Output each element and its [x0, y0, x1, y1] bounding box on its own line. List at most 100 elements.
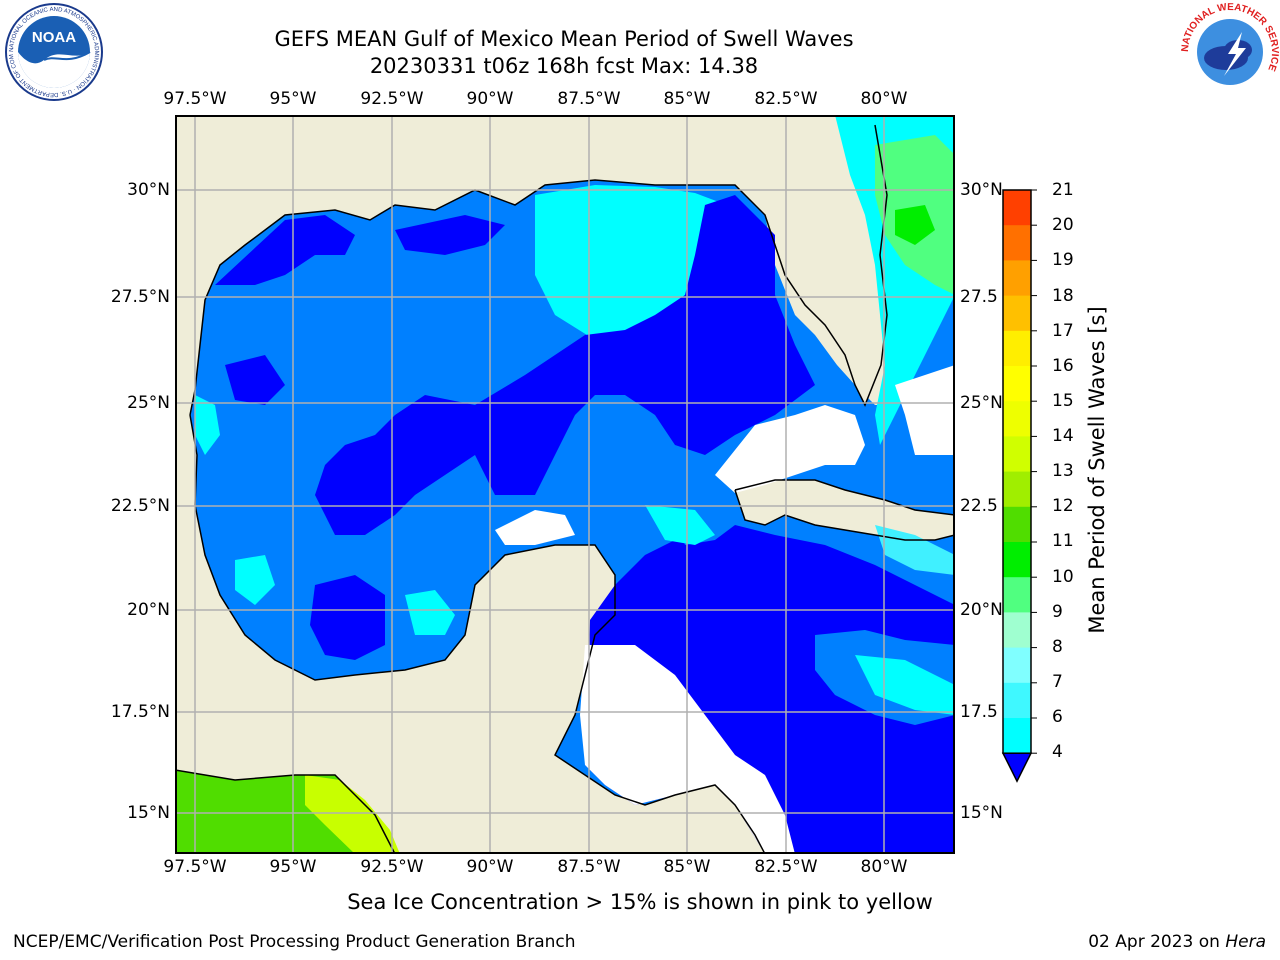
colorbar-segment	[1003, 471, 1031, 508]
lat-label-right: 30°N	[960, 180, 1003, 200]
lon-label-bottom: 90°W	[466, 857, 514, 877]
lon-label-top: 95°W	[269, 89, 317, 109]
footnote-text: Sea Ice Concentration > 15% is shown in …	[347, 890, 933, 914]
lon-label-bottom: 97.5°W	[163, 857, 227, 877]
noaa-logo-text: NOAA	[32, 29, 76, 46]
swell-6s-region	[195, 395, 220, 455]
lon-label-top: 97.5°W	[163, 89, 227, 109]
colorbar-segment	[1003, 718, 1031, 754]
no-data-area	[495, 510, 575, 545]
swell-13s-region	[305, 775, 400, 854]
coastline-us	[189, 124, 888, 416]
colorbar-tick: 17	[1052, 321, 1074, 341]
colorbar-tick: 7	[1052, 672, 1063, 692]
lat-label-right: 17.5	[960, 702, 998, 722]
no-data-area	[895, 365, 955, 455]
swell-10s-region	[895, 205, 935, 245]
no-data-area	[715, 405, 865, 493]
lon-label-bottom: 82.5°W	[754, 857, 818, 877]
colorbar-segment	[1003, 366, 1031, 402]
swell-6s-region	[645, 505, 715, 545]
map-frame	[175, 115, 955, 854]
lon-label-top: 80°W	[860, 89, 908, 109]
coastline-cuba	[734, 479, 955, 541]
land-mexico	[175, 415, 765, 854]
colorbar-tick: 4	[1052, 742, 1063, 762]
swell-2s-region	[215, 215, 355, 285]
lat-label-left: 17.5°N	[110, 702, 170, 722]
swell-8s-region	[875, 525, 955, 575]
lat-label-right: 15°N	[960, 803, 1003, 823]
colorbar-tick: 12	[1052, 496, 1074, 516]
swell-2s-region	[315, 195, 815, 535]
lat-label-right: 20°N	[960, 600, 1003, 620]
lat-label-right: 25°N	[960, 393, 1003, 413]
lat-label-right: 27.5	[960, 287, 998, 307]
colorbar-tick: 9	[1052, 602, 1063, 622]
colorbar-segment	[1003, 260, 1031, 297]
lat-label-left: 25°N	[127, 393, 170, 413]
colorbar	[1001, 189, 1037, 783]
land-florida	[765, 125, 887, 405]
colorbar-tick: 8	[1052, 637, 1063, 657]
lon-label-top: 82.5°W	[754, 89, 818, 109]
lon-label-top: 92.5°W	[360, 89, 424, 109]
colorbar-tick: 19	[1052, 250, 1074, 270]
lon-label-bottom: 85°W	[663, 857, 711, 877]
colorbar-tick: 13	[1052, 461, 1074, 481]
coastline-mexico	[189, 414, 766, 854]
lat-label-left: 15°N	[127, 803, 170, 823]
colorbar-segment	[1003, 542, 1031, 578]
gulf-of-mexico-map	[175, 115, 955, 854]
lon-label-top: 87.5°W	[557, 89, 621, 109]
colorbar-tick: 15	[1052, 391, 1074, 411]
lon-label-top: 90°W	[466, 89, 514, 109]
colorbar-segment	[1003, 436, 1031, 473]
colorbar-label: Mean Period of Swell Waves [s]	[1085, 306, 1109, 634]
swell-2s-region	[225, 355, 285, 405]
noaa-logo: NOAA NATIONAL OCEANIC AND ATMOSPHERIC AD…	[4, 2, 103, 101]
swell-2s-region	[395, 215, 505, 255]
swell-field	[195, 115, 955, 854]
colorbar-segment	[1003, 295, 1031, 332]
colorbar-tick: 10	[1052, 567, 1074, 587]
date-text: 02 Apr 2023 on	[1088, 932, 1226, 952]
colorbar-tick: 6	[1052, 707, 1063, 727]
colorbar-extend-arrow	[1001, 752, 1033, 783]
lon-label-bottom: 80°W	[860, 857, 908, 877]
colorbar-tick: 14	[1052, 426, 1074, 446]
lon-label-top: 85°W	[663, 89, 711, 109]
colorbar-tick: 20	[1052, 215, 1074, 235]
colorbar-segment	[1003, 401, 1031, 437]
coastline-central-america	[175, 769, 396, 854]
colorbar-segment	[1003, 330, 1031, 367]
colorbar-tick: 16	[1052, 356, 1074, 376]
colorbar-segment	[1003, 506, 1031, 543]
swell-6s-region	[855, 655, 955, 715]
swell-6s-region	[235, 555, 275, 605]
colorbar-segment	[1003, 612, 1031, 649]
colorbar-segment	[1003, 190, 1031, 226]
colorbar-segment	[1003, 647, 1031, 684]
nws-logo: NATIONAL WEATHER SERVICE	[1180, 2, 1280, 100]
colorbar-segment	[1003, 682, 1031, 719]
lon-label-bottom: 95°W	[269, 857, 317, 877]
swell-2s-region	[310, 575, 385, 660]
colorbar-tick: 18	[1052, 286, 1074, 306]
lat-label-left: 27.5°N	[110, 287, 170, 307]
lon-label-bottom: 92.5°W	[360, 857, 424, 877]
date-stamp: 02 Apr 2023 on Hera	[1088, 932, 1266, 952]
map-title: GEFS MEAN Gulf of Mexico Mean Period of …	[274, 27, 854, 51]
machine-name: Hera	[1225, 932, 1266, 952]
colorbar-segment	[1003, 225, 1031, 261]
colorbar-segment	[1003, 577, 1031, 613]
swell-6s-region	[405, 590, 455, 635]
land-cuba	[735, 480, 955, 540]
lat-label-left: 30°N	[127, 180, 170, 200]
lon-label-bottom: 87.5°W	[557, 857, 621, 877]
gridlines	[175, 115, 955, 854]
lat-label-right: 22.5	[960, 496, 998, 516]
lat-label-left: 22.5°N	[110, 496, 170, 516]
map-subtitle: 20230331 t06z 168h fcst Max: 14.38	[369, 54, 759, 78]
coastlines	[175, 124, 955, 854]
